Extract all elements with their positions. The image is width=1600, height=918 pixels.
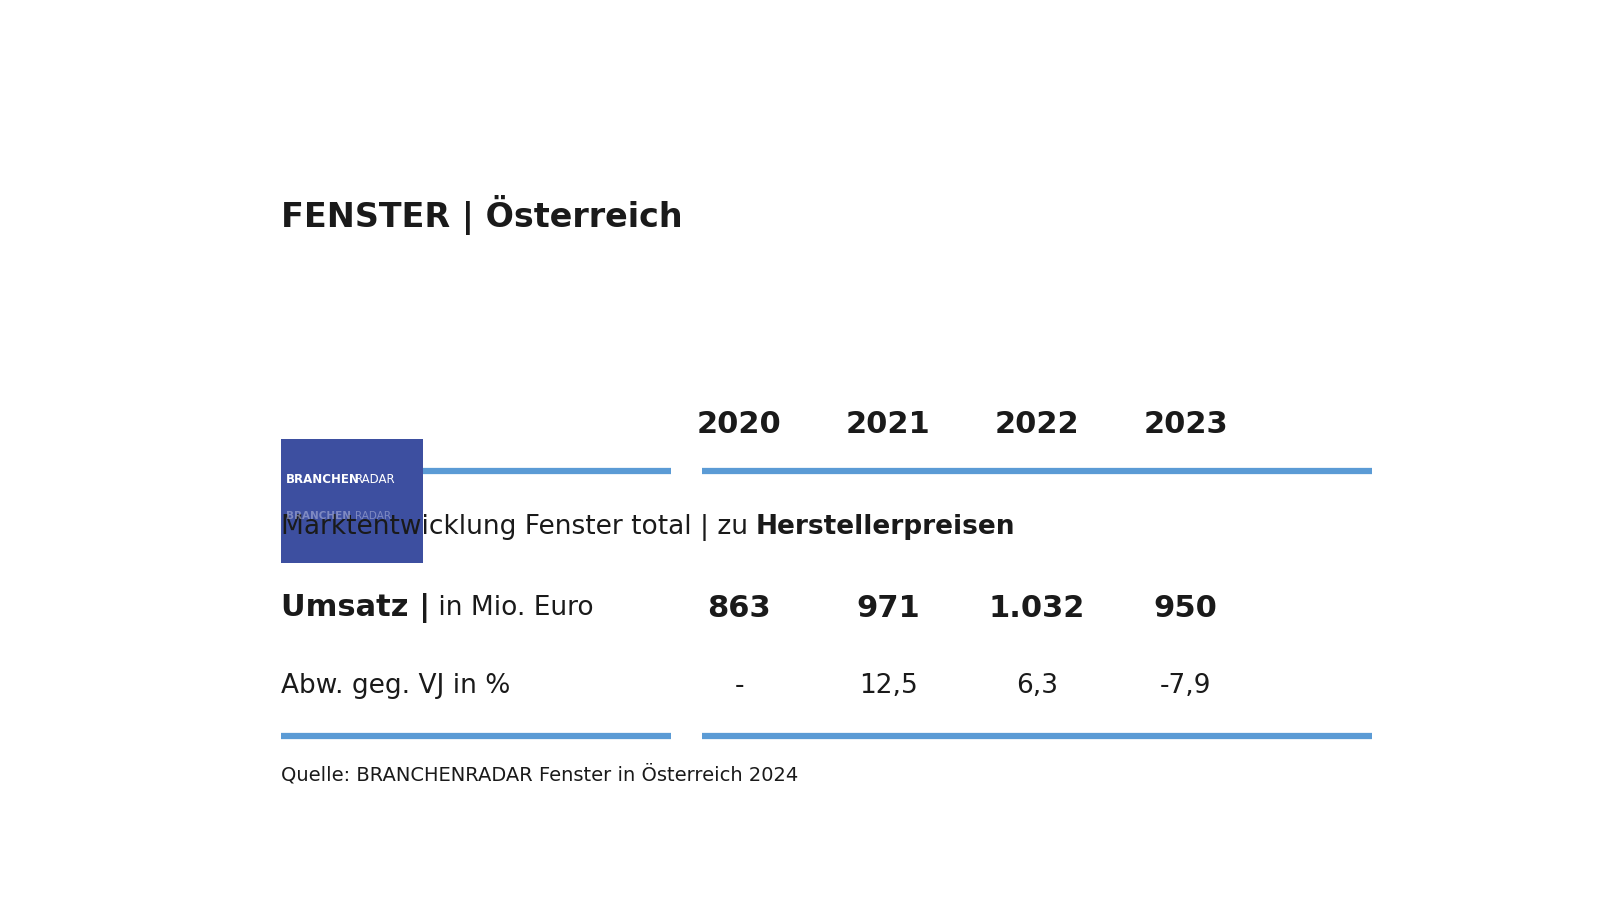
Text: 2023: 2023 [1144,410,1229,439]
Text: BRANCHEN: BRANCHEN [286,510,352,521]
Text: 2020: 2020 [698,410,782,439]
Text: -: - [734,673,744,700]
FancyBboxPatch shape [280,439,422,563]
Text: 863: 863 [707,594,771,623]
Text: 2021: 2021 [846,410,931,439]
Text: 971: 971 [856,594,920,623]
Text: Marktentwicklung Fenster total | zu: Marktentwicklung Fenster total | zu [280,514,755,541]
Text: RADAR: RADAR [355,510,390,521]
Text: Herstellerpreisen: Herstellerpreisen [755,514,1016,540]
Text: in Mio. Euro: in Mio. Euro [430,596,594,621]
Text: 950: 950 [1154,594,1218,623]
Text: FENSTER | Österreich: FENSTER | Österreich [280,195,682,235]
Text: BRANCHEN: BRANCHEN [286,473,360,487]
Text: 2022: 2022 [995,410,1080,439]
Text: Abw. geg. VJ in %: Abw. geg. VJ in % [280,673,510,700]
Text: Quelle: BRANCHENRADAR Fenster in Österreich 2024: Quelle: BRANCHENRADAR Fenster in Österre… [280,765,798,785]
Text: -7,9: -7,9 [1160,673,1211,700]
Text: 1.032: 1.032 [989,594,1085,623]
Text: 6,3: 6,3 [1016,673,1058,700]
Text: Umsatz |: Umsatz | [280,594,430,623]
Text: RADAR: RADAR [355,473,395,487]
Text: 12,5: 12,5 [859,673,917,700]
